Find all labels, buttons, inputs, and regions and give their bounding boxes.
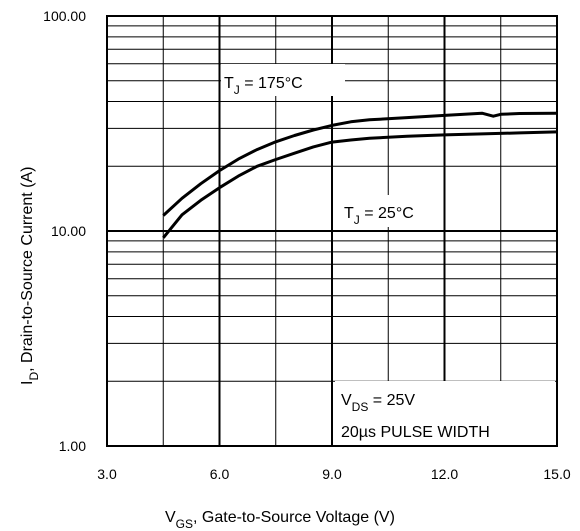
svg-text:TJ = 25°C: TJ = 25°C <box>344 205 414 227</box>
annotation-tj-25: TJ = 25°C <box>341 195 441 227</box>
y-tick-label: 1.00 <box>59 438 86 454</box>
annotation-tj-175-rest: = 175°C <box>240 75 303 92</box>
annotation-vds-sub: DS <box>352 400 369 414</box>
svg-text:VDS = 25V: VDS = 25V <box>341 392 415 414</box>
annotation-vds-rest: = 25V <box>368 392 415 409</box>
annotation-tj-25-main: T <box>344 205 354 222</box>
x-tick-label: 9.0 <box>322 466 342 482</box>
annotation-tj-175-sub: J <box>234 83 240 97</box>
annotation-tj-175-main: T <box>224 75 234 92</box>
y-tick-label: 100.00 <box>43 8 86 24</box>
x-tick-label: 6.0 <box>210 466 230 482</box>
series-line-2 <box>162 130 558 239</box>
annotation-tj-25-rest: = 25°C <box>360 205 414 222</box>
annotation-pulse-width: 20µs PULSE WIDTH <box>341 424 490 441</box>
series-group <box>162 111 558 239</box>
y-axis-title-sub: D <box>27 372 41 381</box>
y-axis-title: ID, Drain-to-Source Current (A) <box>19 166 41 385</box>
x-axis-title-sub: GS <box>176 517 193 531</box>
annotation-tj-25-sub: J <box>354 213 360 227</box>
x-axis-title: VGS, Gate-to-Source Voltage (V) <box>165 509 395 531</box>
chart-grid <box>107 16 557 446</box>
annotation-test-conditions: VDS = 25V 20µs PULSE WIDTH <box>335 381 555 445</box>
series-line-1 <box>162 111 558 217</box>
x-tick-label: 3.0 <box>97 466 117 482</box>
y-axis-title-main: I <box>19 381 36 385</box>
svg-text:TJ = 175°C: TJ = 175°C <box>224 75 303 97</box>
tick-labels: 3.0 6.0 9.0 12.0 15.0 1.00 10.00 100.00 <box>43 8 571 482</box>
annotation-tj-175: TJ = 175°C <box>221 64 345 97</box>
x-tick-label: 15.0 <box>543 466 570 482</box>
x-axis-title-main: V <box>165 509 176 526</box>
annotation-vds-main: V <box>341 392 352 409</box>
y-tick-label: 10.00 <box>51 223 86 239</box>
x-tick-label: 12.0 <box>431 466 458 482</box>
plot-frame <box>106 15 558 447</box>
x-axis-title-rest: , Gate-to-Source Voltage (V) <box>193 509 395 526</box>
y-axis-title-rest: , Drain-to-Source Current (A) <box>19 166 36 371</box>
